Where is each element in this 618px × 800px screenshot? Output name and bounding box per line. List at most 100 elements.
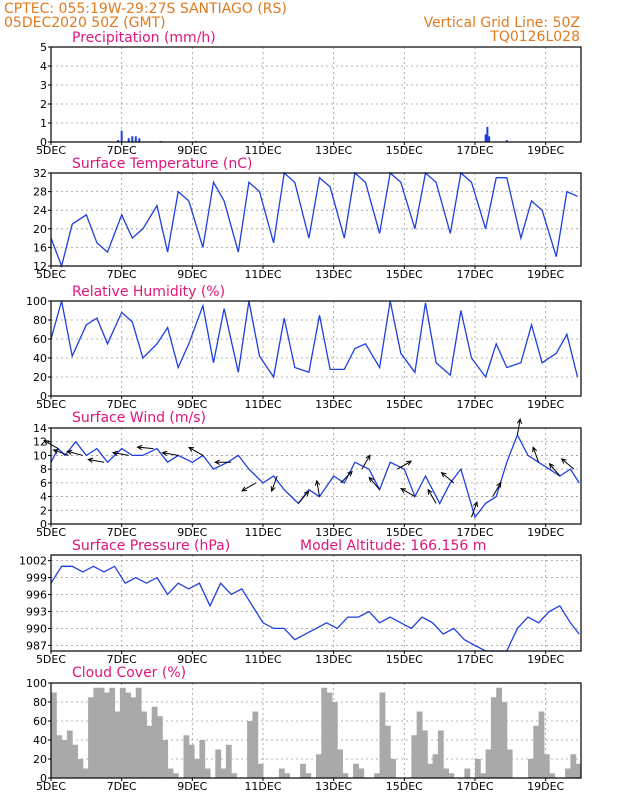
- panel-frame: [50, 682, 582, 779]
- x-tick-label: 15DEC: [386, 526, 423, 539]
- cloud-bar: [119, 687, 126, 778]
- precip-bar: [486, 126, 489, 142]
- wind-vector: [560, 458, 575, 470]
- x-tick-label: 9DEC: [177, 526, 207, 539]
- cloud-bar: [114, 711, 121, 778]
- wind-vector-shaft: [112, 452, 129, 456]
- x-tick-label: 17DEC: [456, 144, 493, 157]
- x-tick-label: 13DEC: [315, 144, 352, 157]
- cloud-bar: [151, 706, 158, 778]
- cloud-bar: [490, 697, 497, 778]
- y-tick-label: 14: [33, 422, 47, 435]
- precip-bar: [505, 140, 508, 142]
- humidity-title: Relative Humidity (%): [72, 284, 225, 300]
- precip-bar: [134, 136, 137, 142]
- cloud-bar: [337, 749, 343, 778]
- cloud-bar: [390, 759, 396, 778]
- wind-vector-shaft: [368, 477, 380, 491]
- wind-vector: [111, 450, 129, 456]
- x-tick-label: 19DEC: [527, 653, 564, 666]
- series-line: [50, 565, 580, 652]
- precipitation-panel: Precipitation (mm/h) 0 1 2 3 4 5 5DEC 7DEC 9DEC 1…: [36, 30, 582, 157]
- wind-vector-head: [365, 454, 371, 461]
- cloud-bar: [146, 725, 153, 778]
- cloud-bar: [427, 763, 434, 778]
- x-tick-label: 5DEC: [36, 144, 66, 157]
- panel-frame: [50, 554, 582, 652]
- y-tick-label: 4: [40, 491, 47, 504]
- x-tick-label: 5DEC: [36, 398, 66, 411]
- x-tick-label: 7DEC: [107, 268, 137, 281]
- wind-vector-head: [270, 486, 276, 493]
- wind-vector-shaft: [271, 475, 278, 492]
- y-tick-label: 24: [33, 204, 47, 217]
- cloud-bar: [172, 773, 179, 778]
- x-tick-label: 15DEC: [386, 144, 423, 157]
- cloud-bar: [379, 692, 386, 778]
- wind-vector: [368, 476, 380, 491]
- wind-vector-head: [548, 462, 555, 469]
- wind-vector: [66, 449, 83, 456]
- y-tick-label: 0: [40, 136, 47, 149]
- precip-bar: [131, 136, 134, 142]
- cloud-bar: [416, 711, 423, 778]
- x-tick-label: 13DEC: [315, 653, 352, 666]
- wind-vector-head: [314, 479, 321, 486]
- y-tick-label: 3: [40, 79, 47, 92]
- cloud-bar: [422, 730, 428, 778]
- wind-vector: [214, 459, 232, 465]
- wind-vector-shaft: [137, 446, 154, 450]
- temperature-panel: Surface Temperature (nC) 12 16 20 24 28 32 5DE…: [33, 156, 582, 281]
- panel-frame: [50, 172, 582, 267]
- wind-vector-shaft: [492, 482, 502, 497]
- x-tick-label: 19DEC: [527, 526, 564, 539]
- humidity-panel: Relative Humidity (%) 0 20 40 60 80 100 5DEC 7D…: [26, 284, 582, 411]
- wind-vector: [516, 417, 523, 435]
- cloud-bar: [353, 763, 359, 778]
- wind-vector-shaft: [67, 450, 83, 456]
- series-line: [50, 433, 580, 519]
- cloud-bar: [199, 740, 206, 778]
- wind-vector: [340, 470, 353, 484]
- cloud-bar: [284, 773, 290, 778]
- cloud-bar: [501, 702, 508, 778]
- x-tick-label: 9DEC: [177, 653, 207, 666]
- x-tick-label: 11DEC: [244, 144, 281, 157]
- cloud-bar: [66, 730, 73, 778]
- cloud-bar: [125, 692, 131, 778]
- cloud-bar: [464, 768, 471, 778]
- y-tick-label: 8: [40, 463, 47, 476]
- y-tick-label: 6: [40, 477, 47, 490]
- x-tick-label: 13DEC: [315, 780, 352, 793]
- wind-vector-shaft: [88, 459, 105, 463]
- cloud-bar: [278, 768, 285, 778]
- cloud-bar: [167, 768, 174, 778]
- cloud-bar: [300, 763, 306, 778]
- y-tick-label: 1002: [19, 555, 47, 568]
- header-code: TQ0126L028: [489, 29, 580, 45]
- cloud-bar: [549, 773, 555, 778]
- x-tick-label: 11DEC: [244, 268, 281, 281]
- wind-vector-shaft: [361, 455, 371, 470]
- y-tick-label: 4: [40, 60, 47, 73]
- cloud-bar: [331, 702, 338, 778]
- wind-vector-shaft: [561, 458, 575, 470]
- x-tick-label: 15DEC: [386, 780, 423, 793]
- x-tick-label: 15DEC: [386, 268, 423, 281]
- cloud-bar: [98, 687, 105, 778]
- wind-vector: [52, 448, 69, 456]
- cloud-bar: [104, 692, 110, 778]
- wind-vector: [548, 462, 561, 477]
- y-tick-label: 16: [33, 241, 47, 254]
- cloud-bar: [437, 730, 444, 778]
- x-tick-label: 9DEC: [177, 268, 207, 281]
- precip-bar: [138, 138, 141, 142]
- wind-vector-head: [560, 458, 567, 464]
- panel-frame: [50, 46, 582, 143]
- cloud-bar: [432, 754, 439, 778]
- y-tick-label: 40: [33, 734, 47, 747]
- x-tick-label: 17DEC: [456, 653, 493, 666]
- cloud-bar: [194, 759, 200, 778]
- x-tick-label: 11DEC: [244, 780, 281, 793]
